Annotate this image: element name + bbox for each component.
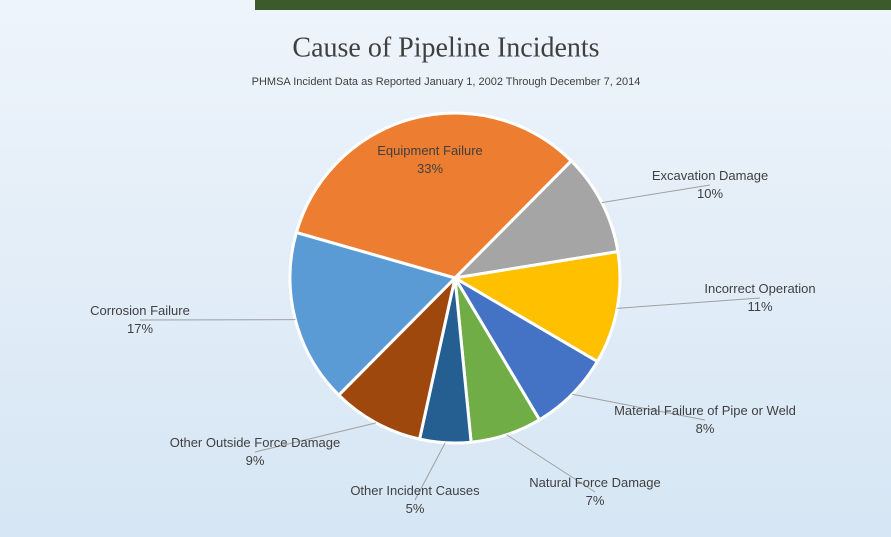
category-label: Other Incident Causes [350, 483, 480, 498]
data-label: Excavation Damage 10% [652, 168, 768, 201]
data-label: Other Incident Causes 5% [350, 483, 480, 516]
value-label: 7% [586, 493, 605, 508]
pie-slice [294, 111, 574, 280]
data-label: Material Failure of Pipe or Weld 8% [614, 403, 796, 436]
value-label: 17% [127, 321, 153, 336]
leader-line [414, 442, 446, 501]
data-label: Corrosion Failure 17% [90, 303, 190, 336]
leader-line [254, 422, 377, 453]
category-label: Equipment Failure [377, 143, 483, 158]
pie-slice [450, 249, 622, 364]
pie-slice [288, 230, 458, 398]
category-label: Incorrect Operation [704, 281, 815, 296]
value-label: 33% [417, 161, 443, 176]
category-label: Natural Force Damage [529, 475, 661, 490]
value-label: 9% [246, 453, 265, 468]
data-label: Other Outside Force Damage 9% [170, 435, 341, 468]
category-label: Material Failure of Pipe or Weld [614, 403, 796, 418]
leader-line [617, 297, 761, 309]
data-label: Equipment Failure 33% [377, 143, 483, 176]
photo-strip [255, 0, 891, 10]
data-label: Natural Force Damage 7% [529, 475, 661, 508]
leader-line [506, 434, 596, 493]
category-label: Other Outside Force Damage [170, 435, 341, 450]
leader-line [601, 184, 711, 204]
leader-line [571, 393, 706, 421]
chart-subtitle: PHMSA Incident Data as Reported January … [252, 76, 641, 88]
category-label: Excavation Damage [652, 168, 768, 183]
value-label: 5% [406, 501, 425, 516]
value-label: 10% [697, 186, 723, 201]
chart-title: Cause of Pipeline Incidents [292, 32, 599, 63]
data-label: Incorrect Operation 11% [704, 281, 815, 314]
category-label: Corrosion Failure [90, 303, 190, 318]
pie-slice [336, 273, 458, 441]
value-label: 11% [747, 299, 772, 314]
value-label: 8% [696, 421, 715, 436]
